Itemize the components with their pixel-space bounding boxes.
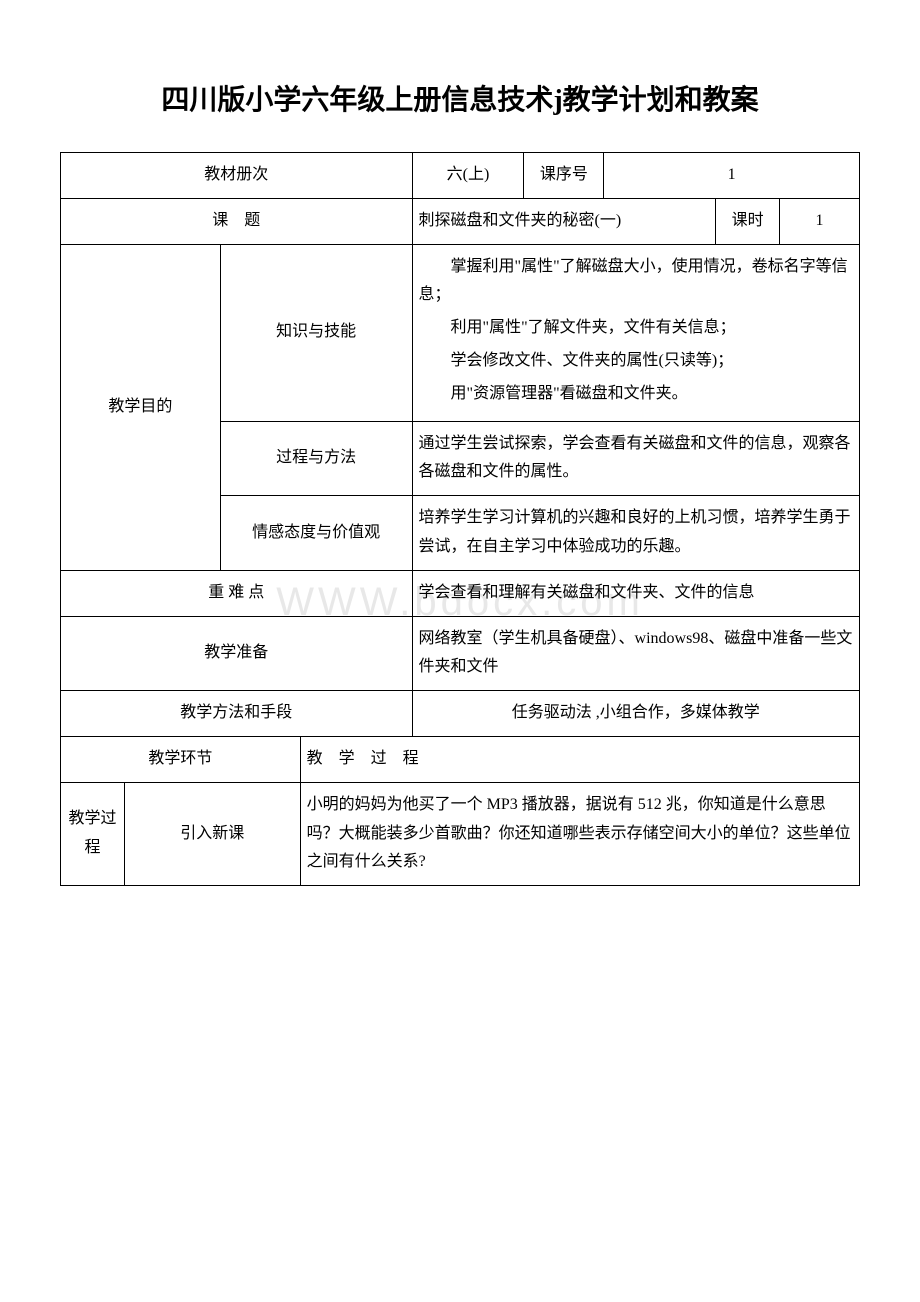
process-label: 过程与方法 [220, 421, 412, 496]
intro-content: 小明的妈妈为他买了一个 MP3 播放器，据说有 512 兆，你知道是什么意思吗？… [300, 782, 859, 885]
knowledge-p3: 学会修改文件、文件夹的属性(只读等)； [419, 347, 853, 376]
method-content: 任务驱动法 ,小组合作，多媒体教学 [412, 691, 859, 737]
stage-label: 教学环节 [61, 736, 301, 782]
prep-label: 教学准备 [61, 616, 413, 691]
hours-label: 课时 [716, 198, 780, 244]
prep-content: 网络教室（学生机具备硬盘）、windows98、磁盘中准备一些文件夹和文件 [412, 616, 859, 691]
intro-label: 引入新课 [124, 782, 300, 885]
emotion-label: 情感态度与价值观 [220, 496, 412, 571]
textbook-batch-label: 教材册次 [61, 153, 413, 199]
proc-label: 教学过程 [61, 782, 125, 885]
method-label: 教学方法和手段 [61, 691, 413, 737]
knowledge-content: 掌握利用"属性"了解磁盘大小，使用情况，卷标名字等信息； 利用"属性"了解文件夹… [412, 244, 859, 421]
knowledge-p4: 用"资源管理器"看磁盘和文件夹。 [419, 380, 853, 409]
knowledge-p1: 掌握利用"属性"了解磁盘大小，使用情况，卷标名字等信息； [419, 253, 853, 311]
table-row: 课 题 刺探磁盘和文件夹的秘密(一) 课时 1 [61, 198, 860, 244]
seq-label: 课序号 [524, 153, 604, 199]
knowledge-label: 知识与技能 [220, 244, 412, 421]
table-row: 教学目的 知识与技能 掌握利用"属性"了解磁盘大小，使用情况，卷标名字等信息； … [61, 244, 860, 421]
table-row: 教材册次 六(上) 课序号 1 [61, 153, 860, 199]
objectives-label: 教学目的 [61, 244, 221, 570]
process-header: 教 学 过 程 [300, 736, 859, 782]
table-row: 教学方法和手段 任务驱动法 ,小组合作，多媒体教学 [61, 691, 860, 737]
process-content: 通过学生尝试探索，学会查看有关磁盘和文件的信息，观察各各磁盘和文件的属性。 [412, 421, 859, 496]
table-row: 重 难 点 学会查看和理解有关磁盘和文件夹、文件的信息 [61, 570, 860, 616]
seq-value: 1 [604, 153, 860, 199]
knowledge-p2: 利用"属性"了解文件夹，文件有关信息； [419, 314, 853, 343]
topic-value: 刺探磁盘和文件夹的秘密(一) [412, 198, 716, 244]
hours-value: 1 [780, 198, 860, 244]
keydiff-label: 重 难 点 [61, 570, 413, 616]
table-row: 教学准备 网络教室（学生机具备硬盘）、windows98、磁盘中准备一些文件夹和… [61, 616, 860, 691]
topic-label: 课 题 [61, 198, 413, 244]
table-row: 教学环节 教 学 过 程 [61, 736, 860, 782]
page-title: 四川版小学六年级上册信息技术j教学计划和教案 [60, 80, 860, 122]
table-row: 教学过程 引入新课 小明的妈妈为他买了一个 MP3 播放器，据说有 512 兆，… [61, 782, 860, 885]
grade-value: 六(上) [412, 153, 524, 199]
keydiff-content: 学会查看和理解有关磁盘和文件夹、文件的信息 [412, 570, 859, 616]
lesson-plan-table: 教材册次 六(上) 课序号 1 课 题 刺探磁盘和文件夹的秘密(一) 课时 1 … [60, 152, 860, 886]
emotion-content: 培养学生学习计算机的兴趣和良好的上机习惯，培养学生勇于尝试，在自主学习中体验成功… [412, 496, 859, 571]
